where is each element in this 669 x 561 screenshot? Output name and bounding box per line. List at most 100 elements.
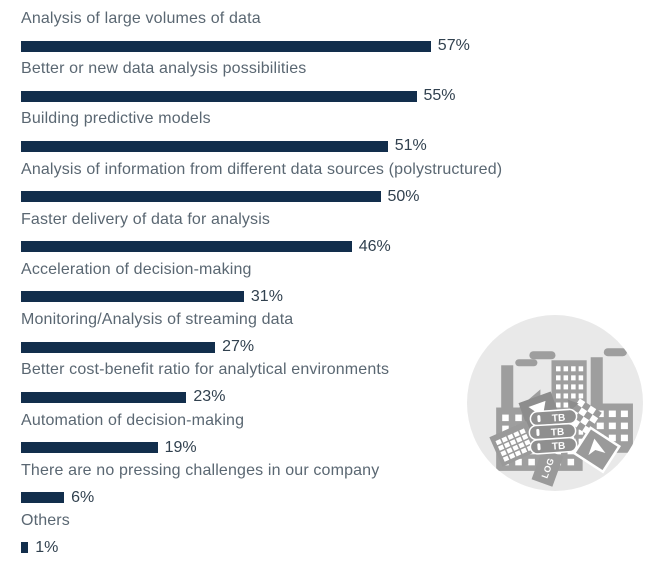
- bar-group: There are no pressing challenges in our …: [21, 461, 502, 511]
- bar-line: 31%: [21, 287, 502, 305]
- spreadsheet-cell: [520, 447, 528, 454]
- smoke-icon: [603, 348, 627, 357]
- spreadsheet-cell: [514, 450, 522, 457]
- spreadsheet-cell: [519, 428, 526, 435]
- bar-group: Others 1%: [21, 511, 502, 561]
- tb-drive-label: TB: [551, 427, 565, 439]
- smoke-icon: [529, 351, 556, 360]
- window-icon: [502, 425, 509, 433]
- spreadsheet-cell: [502, 455, 510, 462]
- window-icon: [502, 414, 509, 422]
- bar-value: 23%: [193, 388, 226, 406]
- bar-line: 1%: [21, 538, 502, 556]
- arrow-card-icon: [572, 426, 622, 474]
- tb-drive-stack: TB TB TB: [528, 408, 578, 455]
- window-icon: [556, 366, 561, 372]
- bar: [21, 191, 381, 203]
- bar-line: 51%: [21, 137, 502, 155]
- spreadsheet-cell: [501, 436, 508, 443]
- bar-line: 46%: [21, 237, 502, 255]
- bar-value: 1%: [35, 538, 59, 556]
- bar: [21, 341, 216, 353]
- bar: [21, 90, 417, 102]
- bar-value: 6%: [71, 488, 95, 506]
- window-icon: [578, 375, 584, 381]
- window-icon: [515, 414, 522, 422]
- window-icon: [578, 429, 584, 435]
- window-icon: [620, 434, 628, 442]
- bar-group: Analysis of large volumes of data 57%: [21, 9, 502, 59]
- chimney-left-icon: [501, 365, 514, 414]
- bar-label: Better or new data analysis possibilitie…: [21, 60, 307, 78]
- spreadsheet-cell: [497, 444, 505, 451]
- bar-line: 19%: [21, 439, 502, 455]
- bar-line: 23%: [21, 388, 502, 406]
- bar-label: Building predictive models: [21, 110, 211, 128]
- window-icon: [620, 410, 628, 418]
- spreadsheet-cell: [512, 444, 519, 451]
- checker-cell: [587, 405, 597, 415]
- window-icon: [578, 384, 584, 390]
- bar-label: Monitoring/Analysis of streaming data: [21, 311, 294, 329]
- bar: [21, 391, 187, 403]
- bar-group: Analysis of information from different d…: [21, 160, 502, 210]
- window-icon: [571, 384, 576, 390]
- window-icon: [596, 422, 604, 430]
- spreadsheet-card-icon: [489, 420, 540, 467]
- bar-label: Others: [21, 511, 70, 529]
- window-icon: [515, 458, 522, 466]
- spreadsheet-cell: [500, 450, 507, 457]
- spreadsheet-cell: [503, 441, 511, 449]
- window-icon: [578, 393, 584, 399]
- bar: [21, 542, 29, 554]
- window-icon: [571, 366, 576, 372]
- bar-label: Better cost-benefit ratio for analytical…: [21, 361, 390, 379]
- spreadsheet-cell: [495, 439, 502, 446]
- spreadsheet-cell: [524, 439, 531, 446]
- spreadsheet-cell: [508, 452, 516, 460]
- bar-label: There are no pressing challenges in our …: [21, 461, 380, 479]
- window-icon: [578, 366, 584, 372]
- window-icon: [563, 366, 569, 372]
- spreadsheet-cell: [515, 436, 523, 443]
- window-icon: [556, 384, 561, 390]
- checker-cell: [578, 407, 588, 417]
- window-icon: [608, 434, 616, 442]
- bar-group: Better cost-benefit ratio for analytical…: [21, 360, 502, 410]
- bar-line: 55%: [21, 88, 502, 104]
- bar-label: Analysis of large volumes of data: [21, 10, 261, 27]
- bar: [21, 241, 352, 253]
- bar-value: 46%: [358, 237, 391, 255]
- window-icon: [563, 375, 569, 381]
- window-icon: [563, 393, 569, 399]
- bar-group: Better or new data analysis possibilitie…: [21, 59, 502, 109]
- spreadsheet-cell: [513, 431, 520, 438]
- window-icon: [563, 402, 569, 408]
- bar-value: 27%: [222, 338, 255, 356]
- window-icon: [571, 375, 576, 381]
- spreadsheet-cell: [509, 439, 517, 446]
- bar-value: 50%: [387, 187, 420, 205]
- bar-line: 50%: [21, 187, 502, 205]
- spreadsheet-cell: [506, 447, 513, 454]
- window-icon: [620, 422, 628, 430]
- window-icon: [571, 393, 576, 399]
- log-card-icon: LOG: [531, 448, 564, 487]
- window-icon: [556, 375, 561, 381]
- window-icon: [563, 384, 569, 390]
- bar-label: Acceleration of decision-making: [21, 260, 252, 278]
- bar-label: Analysis of information from different d…: [21, 160, 503, 178]
- bar-value: 51%: [394, 137, 427, 155]
- spreadsheet-cell: [521, 433, 529, 441]
- bar: [21, 442, 158, 453]
- bar-value: 57%: [437, 37, 470, 54]
- factory-illustration: LOG TB TB TB: [467, 315, 643, 491]
- window-icon: [567, 458, 575, 466]
- spreadsheet-cell: [518, 442, 525, 449]
- small-arrow-icon: [567, 399, 579, 411]
- bar-value: 31%: [250, 287, 283, 305]
- window-icon: [556, 393, 561, 399]
- bar-group: Monitoring/Analysis of streaming data 27%: [21, 310, 502, 360]
- window-icon: [608, 410, 616, 418]
- checker-cell: [589, 414, 599, 424]
